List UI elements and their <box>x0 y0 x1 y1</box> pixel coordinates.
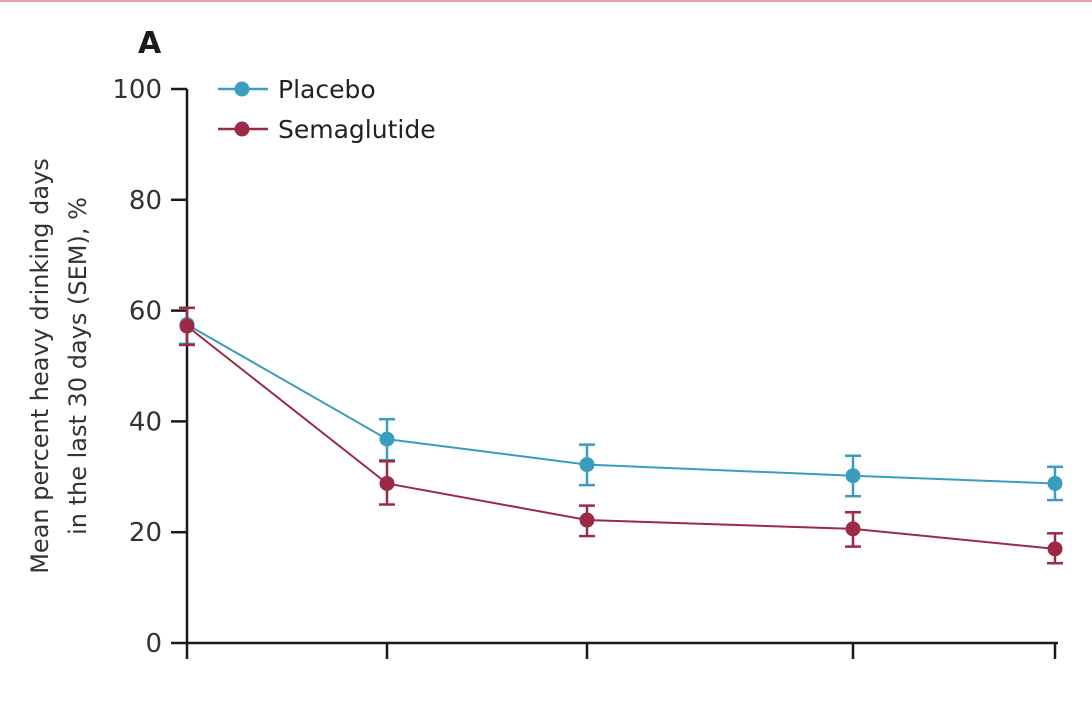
legend: Placebo Semaglutide <box>218 75 436 144</box>
axes <box>185 89 1058 645</box>
legend-label-semaglutide: Semaglutide <box>278 115 436 144</box>
data-point <box>379 431 395 447</box>
data-point <box>579 457 595 473</box>
y-tick-label: 0 <box>145 629 162 659</box>
data-point <box>579 512 595 528</box>
data-point <box>845 468 861 484</box>
y-tick-label: 80 <box>129 186 162 216</box>
y-tick-label: 60 <box>129 297 162 327</box>
panel-label: A <box>138 26 162 61</box>
y-tick-label: 100 <box>112 75 162 105</box>
series-line-semaglutide <box>186 325 1056 550</box>
legend-item-placebo: Placebo <box>218 75 376 104</box>
legend-marker-placebo <box>234 81 250 97</box>
top-rule <box>0 0 1092 2</box>
series-semaglutide <box>179 306 1063 565</box>
series-placebo <box>179 306 1063 502</box>
series-line-placebo <box>186 323 1056 485</box>
series-layer <box>179 306 1063 565</box>
legend-item-semaglutide: Semaglutide <box>218 115 436 144</box>
y-axis-title-line-1: Mean percent heavy drinking days <box>26 158 54 574</box>
y-axis-title-line-2: in the last 30 days (SEM), % <box>64 197 92 535</box>
data-point <box>1047 475 1063 491</box>
x-ticks <box>185 643 1057 659</box>
y-axis-title: Mean percent heavy drinking days in the … <box>26 158 92 574</box>
data-point <box>179 318 195 334</box>
data-point <box>845 521 861 537</box>
y-tick-label: 20 <box>129 518 162 548</box>
legend-marker-semaglutide <box>234 121 250 137</box>
data-point <box>379 475 395 491</box>
y-tick-label: 40 <box>129 407 162 437</box>
data-point <box>1047 541 1063 557</box>
y-ticks: 0 20 40 60 80 100 <box>112 75 187 659</box>
legend-label-placebo: Placebo <box>278 75 376 104</box>
